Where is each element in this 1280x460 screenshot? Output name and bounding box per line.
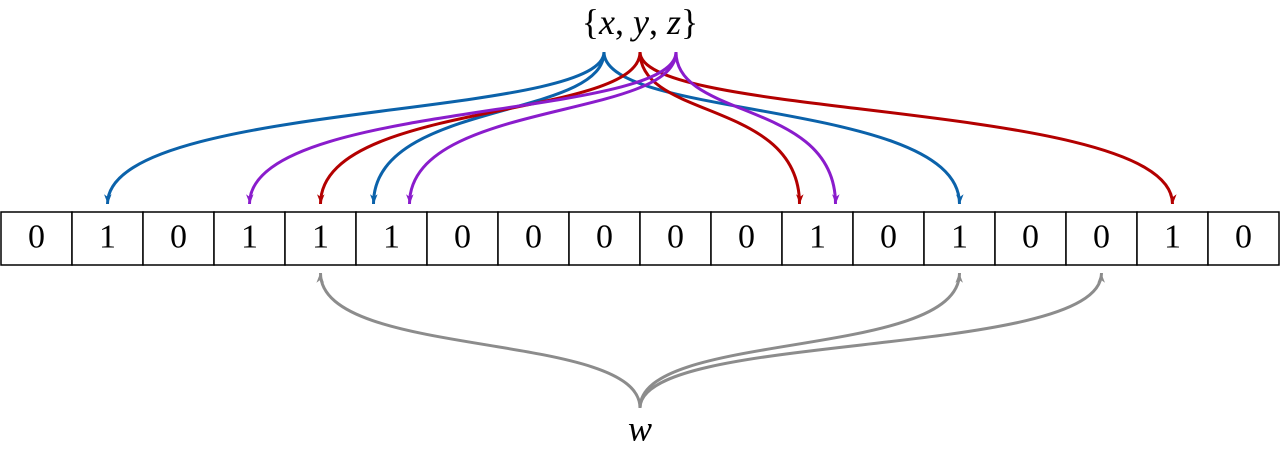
bit-value: 0	[1022, 218, 1039, 255]
bit-cell	[71, 211, 144, 266]
bit-value: 1	[1164, 218, 1181, 255]
set-token: }	[681, 2, 698, 42]
bit-cell	[355, 211, 428, 266]
bit-cell	[426, 211, 499, 266]
arrow	[638, 272, 963, 409]
set-token: ,	[649, 2, 658, 42]
bit-value: 1	[809, 218, 826, 255]
set-token: z	[666, 2, 681, 42]
arrow	[674, 51, 840, 205]
space	[624, 2, 633, 42]
bit-value: 0	[454, 218, 471, 255]
bit-cell	[142, 211, 215, 266]
set-token: x	[598, 2, 615, 42]
bit-cell	[497, 211, 570, 266]
bit-cell	[568, 211, 641, 266]
bit-cell	[1136, 211, 1209, 266]
bit-value: 0	[1093, 218, 1110, 255]
bit-value: 1	[383, 218, 400, 255]
arrow	[370, 51, 606, 205]
arrow	[638, 51, 804, 205]
arrow	[316, 272, 642, 409]
bit-value: 0	[738, 218, 755, 255]
set-label: {x, y, z}	[582, 2, 699, 42]
query-label: w	[628, 408, 652, 448]
bit-value: 0	[170, 218, 187, 255]
bit-value: 0	[28, 218, 45, 255]
bit-cell	[284, 211, 357, 266]
arrow	[246, 51, 678, 205]
arrow	[406, 51, 678, 205]
bit-cell	[781, 211, 854, 266]
bit-cell	[0, 211, 73, 266]
set-token: y	[630, 2, 649, 42]
bit-value: 1	[99, 218, 116, 255]
arrow	[104, 51, 606, 205]
set-token: {	[582, 2, 599, 42]
set-token: ,	[615, 2, 624, 42]
bit-cell	[1207, 211, 1280, 266]
arrow	[638, 51, 1177, 205]
arrow	[638, 272, 1105, 409]
bit-cell	[639, 211, 712, 266]
bit-value: 0	[596, 218, 613, 255]
bit-cell	[1065, 211, 1138, 266]
bit-value: 0	[667, 218, 684, 255]
bit-value: 0	[1235, 218, 1252, 255]
bit-value: 1	[951, 218, 968, 255]
bit-cell	[923, 211, 996, 266]
bit-value: 0	[880, 218, 897, 255]
arrow	[317, 51, 642, 205]
bit-value: 1	[241, 218, 258, 255]
space	[658, 2, 667, 42]
bit-value: 1	[312, 218, 329, 255]
bit-cell	[852, 211, 925, 266]
bit-value: 0	[525, 218, 542, 255]
